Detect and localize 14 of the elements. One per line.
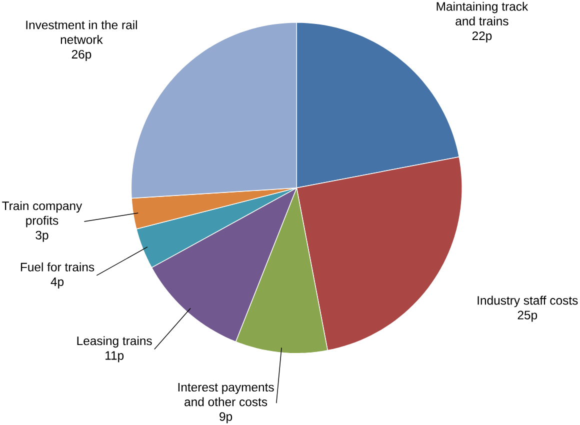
slice-label: Industry staff costs — [478, 296, 578, 308]
slice-label: Leasing trains — [77, 336, 152, 348]
slice-label: Maintaining track and trains — [436, 2, 528, 26]
data-label: 22p — [472, 31, 492, 42]
slice-label: Train company profits — [2, 201, 82, 228]
slice-label: Investment in the rail network — [26, 20, 137, 44]
data-label: 4p — [50, 277, 64, 288]
data-label: 25p — [518, 310, 538, 322]
data-label: 9p — [220, 412, 232, 424]
data-label: 3p — [36, 230, 48, 242]
slice-label: Fuel for trains — [20, 262, 94, 272]
data-label: 26p — [72, 50, 92, 61]
data-label: 11p — [106, 351, 124, 362]
slice-label: Interest payments and other costs — [178, 382, 274, 406]
